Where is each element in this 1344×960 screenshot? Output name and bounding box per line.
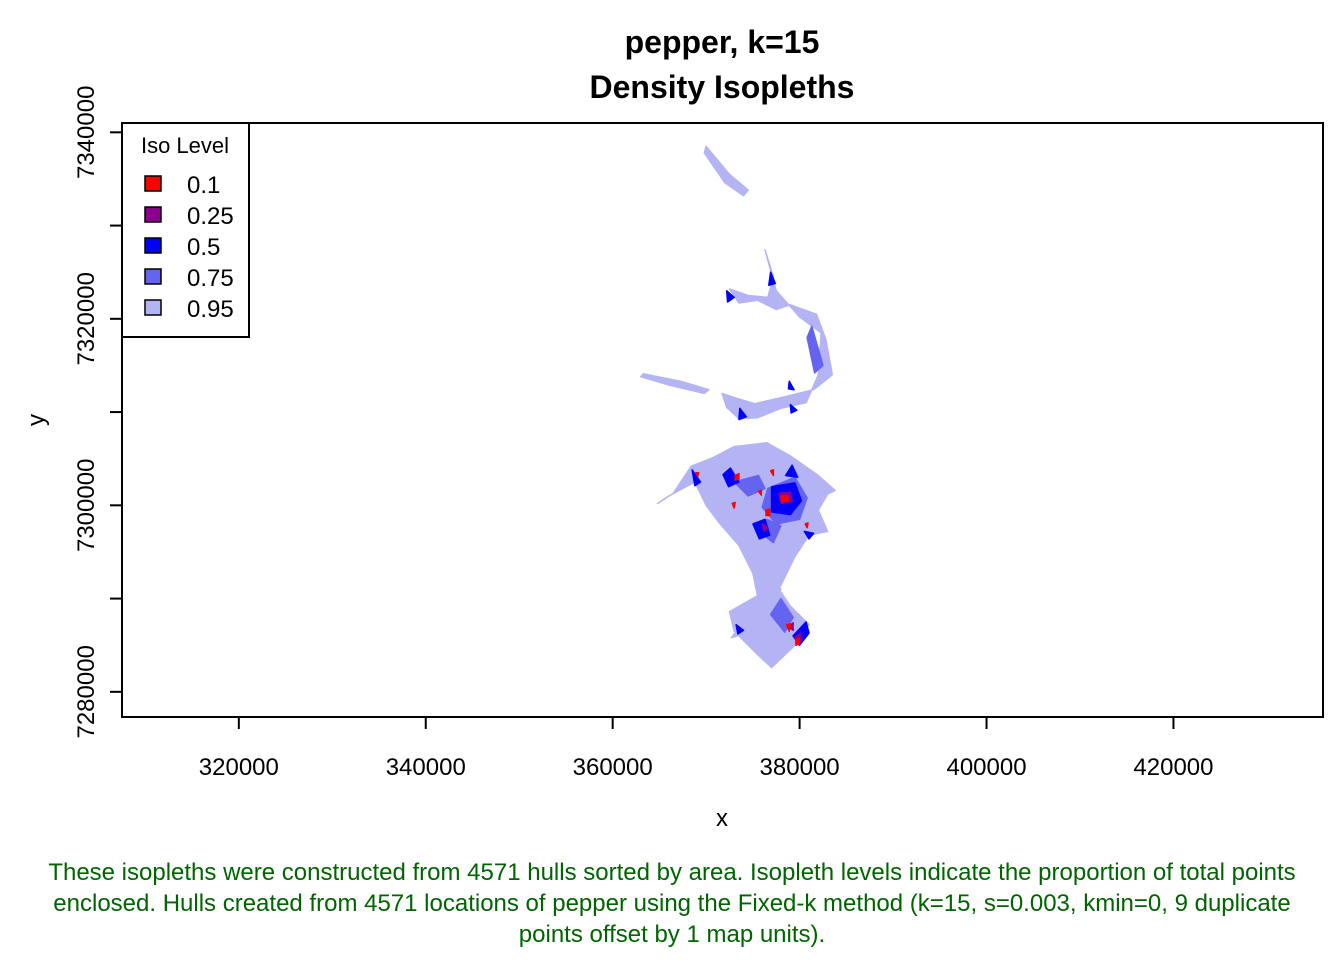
isopleth-polygon-0.1 xyxy=(795,637,801,646)
legend-label: 0.75 xyxy=(187,265,234,292)
isopleth-polygon-0.1 xyxy=(785,623,792,632)
isopleth-polygon-0.5 xyxy=(735,623,745,635)
x-tick-label: 320000 xyxy=(199,754,279,781)
x-tick-label: 400000 xyxy=(946,754,1026,781)
x-tick-label: 340000 xyxy=(386,754,466,781)
x-tick-label: 420000 xyxy=(1133,754,1213,781)
isopleth-polygons xyxy=(639,145,836,669)
legend-label: 0.95 xyxy=(187,296,234,323)
legend-label: 0.1 xyxy=(187,172,220,199)
legend-swatch xyxy=(144,237,162,254)
isopleth-polygon-0.5 xyxy=(789,403,798,414)
legend-title: Iso Level xyxy=(141,133,229,158)
chart-subtitle: Density Isopleths xyxy=(590,69,855,105)
x-axis-label: x xyxy=(716,805,728,832)
isopleth-polygon-0.95 xyxy=(721,249,834,420)
isopleth-polygon-0.5 xyxy=(691,469,702,487)
isopleth-polygon-0.1 xyxy=(757,489,763,496)
y-axis-label: y xyxy=(23,414,50,426)
isopleth-polygon-0.5 xyxy=(725,290,735,303)
legend-box xyxy=(121,122,250,338)
isopleth-polygon-0.1 xyxy=(731,501,736,509)
plot-frame xyxy=(121,122,1324,718)
isopleth-polygon-0.5 xyxy=(738,407,748,421)
isopleth-polygon-0.1 xyxy=(695,471,700,478)
isopleth-polygon-0.1 xyxy=(804,522,809,529)
legend-swatch xyxy=(144,175,162,192)
chart-title: pepper, k=15 xyxy=(625,24,820,60)
isopleth-polygon-0.95 xyxy=(639,373,710,395)
y-tick-label: 7280000 xyxy=(73,645,100,738)
isopleth-polygon-0.5 xyxy=(784,464,799,479)
caption: These isopleths were constructed from 45… xyxy=(48,859,1296,948)
x-tick-label: 360000 xyxy=(573,754,653,781)
y-tick-label: 7340000 xyxy=(73,86,100,179)
isopleth-polygon-0.5 xyxy=(787,380,795,391)
isopleth-polygon-0.5 xyxy=(752,518,771,540)
legend-swatch xyxy=(144,206,162,223)
y-axis: 7280000 7300000 7320000 7340000 xyxy=(73,86,123,739)
isopleth-polygon-0.1 xyxy=(765,508,771,517)
legend-swatch xyxy=(144,268,162,285)
legend-label: 0.5 xyxy=(187,234,220,261)
isopleth-polygon-0.5 xyxy=(803,530,815,540)
isopleth-polygon-0.1 xyxy=(769,469,775,477)
isopleth-polygon-0.1 xyxy=(734,472,740,481)
isopleth-polygon-0.95 xyxy=(703,145,749,197)
x-tick-label: 380000 xyxy=(760,754,840,781)
legend: Iso Level 0.1 0.25 0.5 0.75 0.95 xyxy=(121,122,250,338)
legend-swatch xyxy=(144,299,162,316)
y-tick-label: 7320000 xyxy=(73,272,100,365)
isopleth-polygon-0.1 xyxy=(780,495,790,503)
isopleth-polygon-0.5 xyxy=(768,271,777,287)
isopleth-polygon-0.95 xyxy=(730,583,782,639)
legend-label: 0.25 xyxy=(187,203,234,230)
isopleth-polygon-0.75 xyxy=(806,325,824,374)
isopleth-polygon-0.25 xyxy=(761,523,769,533)
x-axis: 320000 340000 360000 380000 400000 420000 xyxy=(199,716,1214,781)
y-tick-label: 7300000 xyxy=(73,459,100,552)
isopleth-polygon-0.75 xyxy=(733,474,766,497)
